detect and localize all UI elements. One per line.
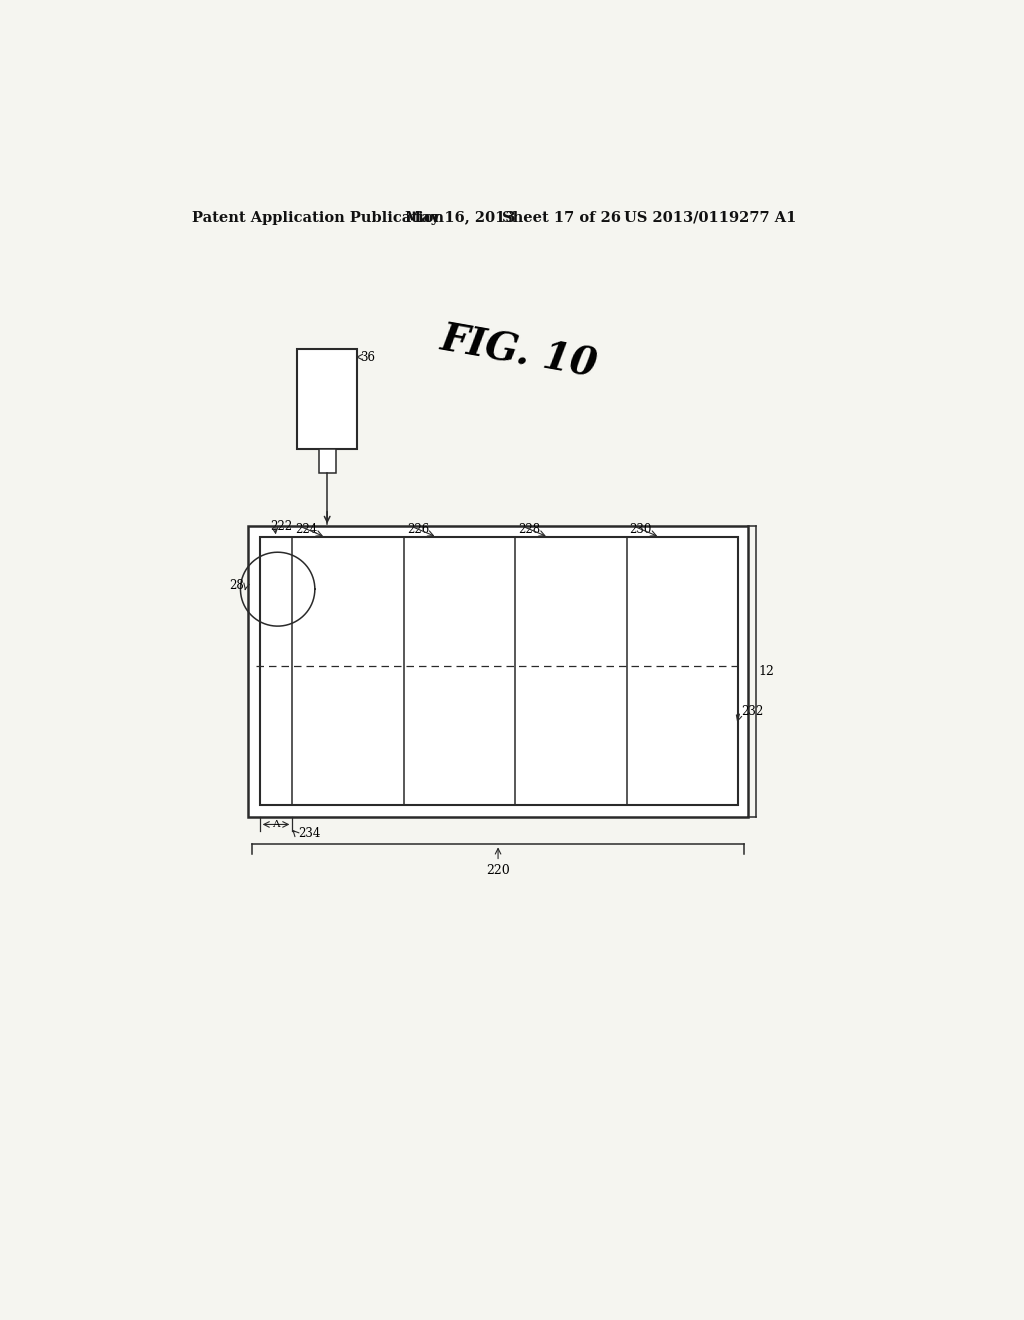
Bar [318,450,336,473]
Text: US 2013/0119277 A1: US 2013/0119277 A1 [624,211,797,224]
Text: 230: 230 [630,524,652,536]
Text: A: A [272,820,280,829]
Bar [260,537,738,805]
Text: FIG. 10: FIG. 10 [438,321,601,385]
Bar [297,350,357,449]
Text: 222: 222 [270,520,292,533]
Text: 12: 12 [759,665,775,678]
Text: Sheet 17 of 26: Sheet 17 of 26 [502,211,621,224]
Text: 224: 224 [295,524,317,536]
Text: 36: 36 [360,351,376,363]
Text: 28: 28 [229,578,245,591]
Text: 232: 232 [741,705,763,718]
Text: 234: 234 [299,828,321,841]
Text: Patent Application Publication: Patent Application Publication [191,211,443,224]
Text: 226: 226 [407,524,429,536]
Text: 228: 228 [518,524,541,536]
Bar [248,527,748,817]
Text: 220: 220 [486,865,510,878]
Text: May 16, 2013: May 16, 2013 [406,211,516,224]
